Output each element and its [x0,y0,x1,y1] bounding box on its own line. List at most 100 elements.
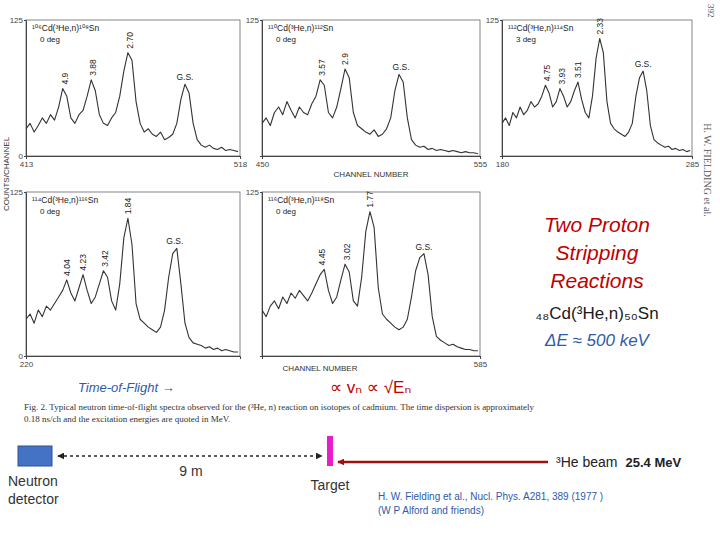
flight-path [58,455,322,457]
panel-title: ¹¹⁶Cd(³He,n)¹¹⁸Sn [268,195,334,205]
tick-mark [480,356,481,359]
detector-label: detector [8,491,59,507]
tick-label: 125 [246,16,260,25]
panel-subtitle: 0 deg [40,207,60,216]
axis-line [500,21,503,157]
peak-label: 4.9 [60,72,70,84]
tick-label: 585 [474,360,488,369]
y-tick: 125 [486,16,502,25]
distance-label: 9 m [179,463,202,479]
page-number: 392 [706,4,716,18]
target [327,436,333,466]
detector-label: Neutron [8,473,58,489]
figure-caption: 0.18 ns/ch and the excitation energies a… [24,414,230,424]
peak-label: G.S. [415,242,432,252]
spectrum-panel: 585125¹¹⁶Cd(³He,n)¹¹⁸Sn0 deg4.453.021.77… [246,188,488,369]
panel-subtitle: 0 deg [276,207,296,216]
headline: Stripping [556,241,639,264]
peak-label: 3.88 [88,59,98,76]
spectrum-panel: 450 555 125 ¹¹⁰Cd(³He,n)¹¹²Sn 0 deg 3.57 2.9 G.… [246,16,488,169]
credit: (W P Alford and friends) [378,505,484,516]
plot-frame [26,20,240,156]
beam-label: ³He beam [556,454,617,470]
panel-title: ¹¹²Cd(³He,n)¹¹⁴Sn [508,23,574,33]
data-layer [502,38,690,151]
slide: 413518 0 125 ¹⁰⁶Cd(³He,n)¹⁰⁸Sn 0 deg 4.9 3.88 2… [0,0,720,540]
tick-label: 125 [10,16,24,25]
x-tick: 585 [474,356,488,369]
axis-line [260,193,263,357]
reaction: ₄₈Cd(³He,n)₅₀Sn [535,304,658,323]
spectrum-line [26,53,238,152]
y-tick: 125 [10,16,26,25]
tick-mark [240,156,241,159]
beam-arrow [338,461,548,464]
spectrum-line [262,212,478,351]
peak-label: 3.93 [557,68,567,85]
figure-caption: Fig. 2. Typical neutron time-of-flight s… [24,402,535,412]
y-axis: 0 125 [10,188,27,361]
y-tick: 125 [246,16,262,25]
x-axis: 180 285 [496,156,700,169]
peak-label: 3.02 [342,243,352,260]
data-layer [26,53,238,152]
data-layer [262,69,478,154]
peak-label: 4.04 [62,259,72,276]
axis-line [503,157,693,160]
peak-label: G.S. [176,72,193,82]
spectrum-panel: 180285125¹¹²Cd(³He,n)¹¹⁴Sn3 deg4.753.933… [486,16,700,169]
peak-label: 2.70 [125,32,135,49]
x-tick: 285 [686,156,700,169]
tick-label: 0 [19,352,24,361]
panel-subtitle: 0 deg [276,35,296,44]
spectrum-panel: 2200125¹¹⁴Cd(³He,n)¹¹⁶Sn0 deg4.044.233.4… [10,188,241,369]
peak-label: 1.84 [123,197,133,214]
plot-frame [26,192,240,356]
beam-energy: 25.4 MeV [625,455,681,470]
peak-label: 3.51 [573,61,583,78]
axis-line [27,357,241,360]
y-axis: 125 [486,16,503,156]
tick-label: 518 [234,160,248,169]
y-tick: 125 [10,188,26,197]
spectrum-line [26,218,238,352]
peak-label: G.S. [393,62,410,72]
peak-label: 2.9 [340,53,350,65]
tick-mark [24,156,26,157]
x-axis: 413518 [20,156,248,169]
headline: Two Proton [544,213,650,236]
tick-label: 555 [474,160,488,169]
axis-line [260,21,263,157]
axis-line [263,357,481,360]
target-label: Target [311,477,350,493]
y-axis-title: COUNTS/CHANNEL [2,136,11,211]
panel-subtitle: 0 deg [40,35,60,44]
panel-title: ¹⁰⁶Cd(³He,n)¹⁰⁸Sn [32,23,100,33]
panel-subtitle: 3 deg [516,35,536,44]
background [0,0,720,540]
x-tick: 180 [496,156,510,169]
plot-frame [502,20,692,156]
tick-label: 125 [486,16,500,25]
tick-mark [692,156,693,159]
panel-title: ¹¹⁰Cd(³He,n)¹¹²Sn [268,23,334,33]
tick-label: 125 [10,188,24,197]
y-tick: 0 [19,352,26,361]
y-axis: 125 [246,16,263,156]
tick-label: 125 [246,188,260,197]
tick-mark [24,356,26,357]
x-tick: 555 [474,156,488,169]
x-tick: 450 [256,156,270,169]
side-credit: H. W. FIELDING et al. [702,123,713,217]
tick-mark [260,192,262,193]
spectrum-line [502,38,690,151]
axis-line [24,21,27,157]
data-layer [26,218,238,352]
peak-label: 4.23 [78,254,88,271]
axis-line [27,157,241,160]
x-tick: 518 [234,156,248,169]
peak-label: G.S. [166,236,183,246]
tick-mark [260,20,262,21]
peak-label: 3.57 [317,59,327,76]
resolution: ΔE ≈ 500 keV [544,331,651,350]
